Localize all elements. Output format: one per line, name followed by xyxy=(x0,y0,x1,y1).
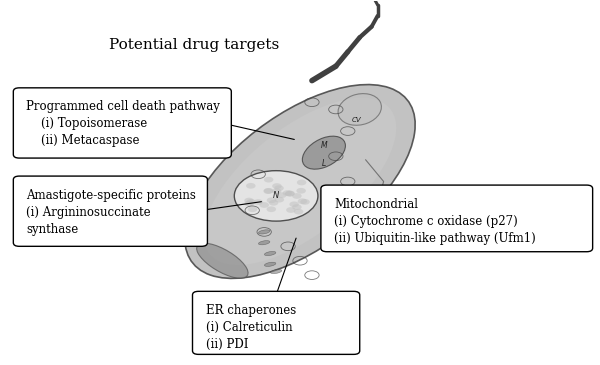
Circle shape xyxy=(244,198,254,203)
Circle shape xyxy=(264,188,274,194)
FancyBboxPatch shape xyxy=(13,88,232,158)
Circle shape xyxy=(259,202,269,208)
Ellipse shape xyxy=(185,85,415,278)
Circle shape xyxy=(298,198,307,204)
Circle shape xyxy=(300,199,310,205)
Circle shape xyxy=(269,200,278,205)
Text: M: M xyxy=(320,141,327,150)
Circle shape xyxy=(294,209,304,215)
Circle shape xyxy=(277,192,287,198)
Ellipse shape xyxy=(265,262,276,266)
Circle shape xyxy=(274,185,284,191)
Ellipse shape xyxy=(197,243,248,278)
Circle shape xyxy=(247,199,256,205)
Circle shape xyxy=(283,190,292,196)
Circle shape xyxy=(266,206,276,212)
Ellipse shape xyxy=(338,93,382,125)
Circle shape xyxy=(263,188,273,194)
Circle shape xyxy=(289,201,299,207)
Circle shape xyxy=(292,204,302,210)
Ellipse shape xyxy=(302,136,346,169)
Circle shape xyxy=(272,188,281,194)
Text: Potential drug targets: Potential drug targets xyxy=(109,38,279,51)
Text: CV: CV xyxy=(352,117,362,123)
Circle shape xyxy=(244,201,254,206)
FancyBboxPatch shape xyxy=(193,291,360,354)
Circle shape xyxy=(248,206,257,212)
Ellipse shape xyxy=(235,171,318,221)
FancyBboxPatch shape xyxy=(13,176,208,246)
Circle shape xyxy=(246,183,256,189)
Text: Mitochondrial
(i) Cytochrome c oxidase (p27)
(ii) Ubiquitin-like pathway (Ufm1): Mitochondrial (i) Cytochrome c oxidase (… xyxy=(334,198,536,245)
Text: L: L xyxy=(322,159,326,168)
Ellipse shape xyxy=(259,230,270,234)
Ellipse shape xyxy=(204,98,396,265)
Ellipse shape xyxy=(259,241,270,245)
Circle shape xyxy=(296,188,306,194)
Circle shape xyxy=(272,183,282,189)
Ellipse shape xyxy=(271,269,282,274)
Circle shape xyxy=(285,191,295,196)
Circle shape xyxy=(292,193,302,199)
Circle shape xyxy=(264,177,274,182)
Text: Amastigote-specific proteins
(i) Argininosuccinate
synthase: Amastigote-specific proteins (i) Arginin… xyxy=(26,189,196,236)
Text: ER chaperones
(i) Calreticulin
(ii) PDI: ER chaperones (i) Calreticulin (ii) PDI xyxy=(206,304,296,351)
Circle shape xyxy=(286,207,296,213)
FancyBboxPatch shape xyxy=(321,185,593,252)
Circle shape xyxy=(275,197,284,203)
Ellipse shape xyxy=(265,251,276,256)
Text: Programmed cell death pathway
    (i) Topoisomerase
    (ii) Metacaspase: Programmed cell death pathway (i) Topois… xyxy=(26,100,220,147)
Circle shape xyxy=(267,197,276,203)
Circle shape xyxy=(297,180,307,185)
Text: N: N xyxy=(273,191,279,200)
Circle shape xyxy=(285,191,295,197)
Circle shape xyxy=(253,199,263,205)
